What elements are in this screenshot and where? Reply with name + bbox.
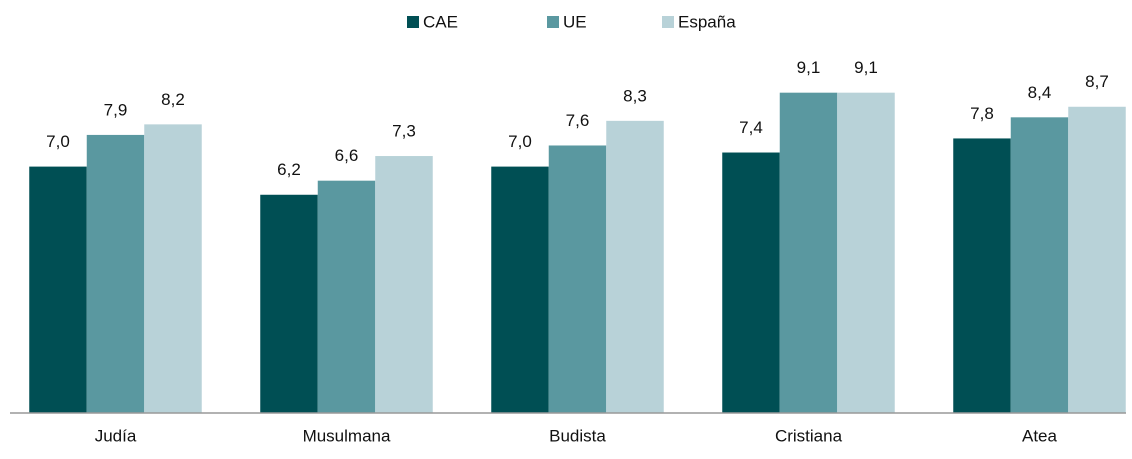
legend-label: UE: [563, 12, 587, 31]
value-label: 7,4: [739, 118, 763, 137]
value-label: 8,2: [161, 90, 185, 109]
bar: [1068, 106, 1126, 413]
legend-label: CAE: [423, 12, 458, 31]
legend-swatch: [407, 16, 419, 28]
bar: [260, 194, 318, 413]
value-label: 9,1: [797, 58, 821, 77]
value-label: 6,2: [277, 160, 301, 179]
bar: [375, 156, 433, 414]
value-label: 6,6: [335, 146, 359, 165]
bar: [86, 134, 145, 414]
x-tick-label: Atea: [1022, 426, 1058, 445]
legend-swatch: [547, 16, 559, 28]
value-label: 8,3: [623, 86, 647, 105]
bar: [491, 166, 549, 413]
legend-label: España: [678, 12, 736, 31]
value-label: 7,3: [392, 122, 416, 141]
value-label: 7,9: [104, 100, 128, 119]
bar: [144, 124, 202, 414]
value-label: 7,8: [970, 104, 994, 123]
bar: [837, 92, 895, 414]
value-label: 7,0: [508, 132, 532, 151]
legend-swatch: [662, 16, 674, 28]
bar: [953, 138, 1011, 413]
value-label: 8,4: [1028, 83, 1052, 102]
bar: [317, 180, 376, 413]
bar: [548, 145, 607, 414]
x-tick-label: Budista: [549, 426, 606, 445]
bar: [779, 92, 838, 414]
bar: [29, 166, 87, 413]
value-label: 9,1: [854, 58, 878, 77]
value-label: 7,0: [46, 132, 70, 151]
value-label: 7,6: [566, 111, 590, 130]
bar: [722, 152, 780, 413]
value-label: 8,7: [1085, 72, 1109, 91]
bar: [606, 120, 664, 413]
x-tick-label: Musulmana: [303, 426, 391, 445]
x-tick-label: Judía: [95, 426, 137, 445]
bar: [1010, 117, 1069, 413]
x-tick-label: Cristiana: [775, 426, 843, 445]
